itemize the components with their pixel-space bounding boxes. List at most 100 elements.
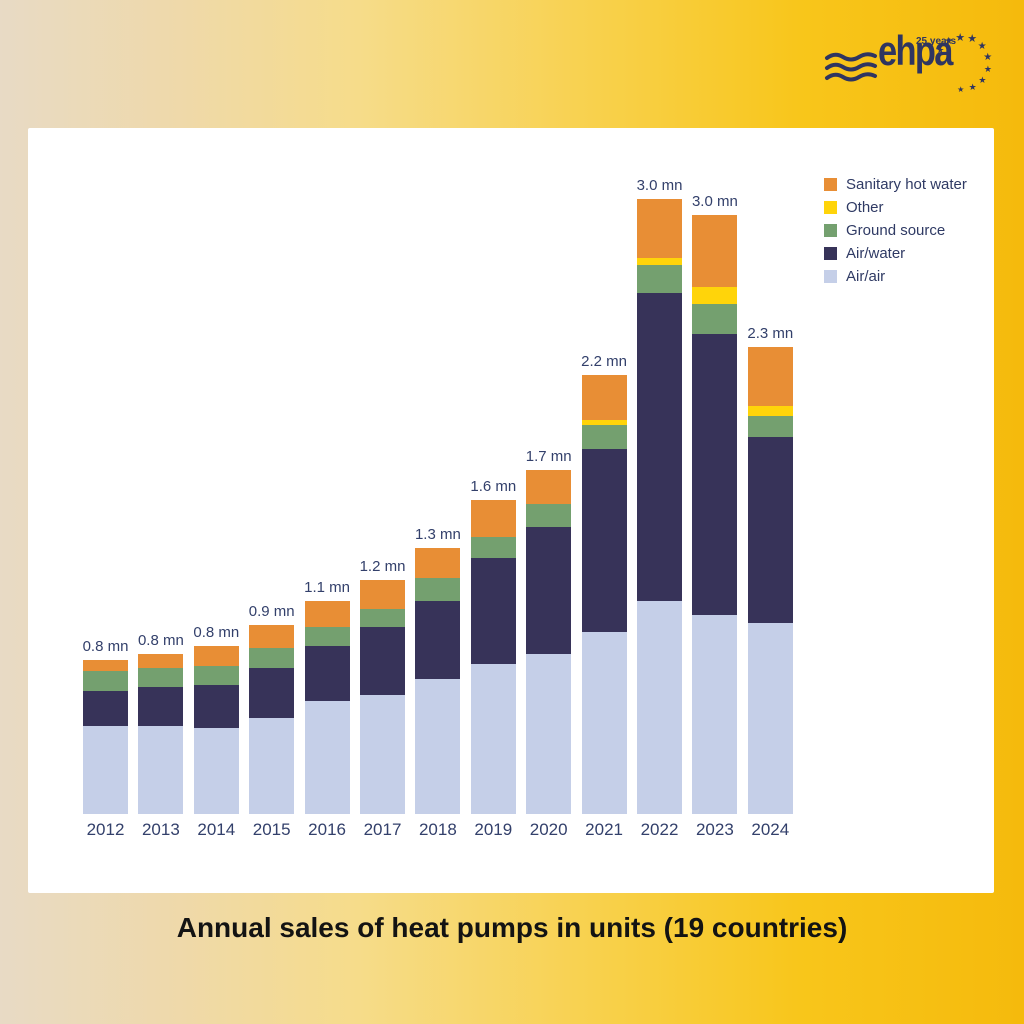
legend-swatch-icon [824, 270, 837, 283]
bar-segment-air-water [138, 686, 184, 726]
bar-total-label-2013: 0.8 mn [137, 632, 184, 650]
bar-segment-air-water [249, 668, 295, 718]
bar-segment-air-air [637, 600, 682, 814]
bar-segment-ground-source [692, 303, 738, 335]
bar-segment-air-air [470, 664, 516, 814]
bar-segment-air-water [470, 557, 516, 665]
x-axis-label-2014: 2014 [197, 820, 236, 839]
bar-segment-ground-source [304, 627, 350, 646]
bar-segment-other [692, 287, 738, 304]
bar-segment-ground-source [637, 264, 682, 294]
bar-total-label-2021: 2.2 mn [581, 353, 628, 371]
bar-segment-ground-source [249, 647, 295, 669]
x-axis-label-2020: 2020 [529, 820, 568, 839]
bar-segment-ground-source [526, 504, 572, 527]
bar-segment-sanitary-hot-water [304, 600, 350, 628]
legend-item-sanitary-hot-water: Sanitary hot water [824, 173, 967, 196]
x-axis-label-2021: 2021 [585, 820, 623, 839]
bar-segment-sanitary-hot-water [526, 469, 572, 505]
legend-label: Other [846, 199, 884, 216]
bar-segment-ground-source [747, 416, 793, 437]
bar-2016 [304, 600, 350, 814]
x-axis-label-2023: 2023 [695, 820, 734, 839]
bar-segment-other [581, 420, 627, 425]
bar-total-label-2019: 1.6 mn [470, 478, 517, 496]
legend-label: Air/air [846, 268, 886, 285]
bar-segment-ground-source [415, 578, 461, 601]
x-axis-label-2018: 2018 [418, 820, 457, 839]
bar-segment-air-water [747, 436, 793, 624]
bar-segment-sanitary-hot-water [249, 625, 295, 648]
chart-card: 0.8 mn 2012 0.8 mn 2013 0.8 mn 2014 0.9 mn 2015… [28, 128, 994, 893]
legend-swatch-icon [824, 224, 837, 237]
bar-segment-sanitary-hot-water [83, 660, 128, 671]
bar-segment-air-air [581, 631, 627, 814]
x-axis-label-2016: 2016 [308, 820, 346, 839]
chart-legend: Sanitary hot water Other Ground source Air/… [824, 173, 967, 288]
bar-2023 [692, 215, 738, 814]
bar-segment-sanitary-hot-water [692, 215, 738, 288]
star-icon: ★ [955, 31, 966, 44]
legend-swatch-icon [824, 247, 837, 260]
star-icon: ★ [978, 75, 987, 86]
bar-total-label-2017: 1.2 mn [359, 558, 406, 576]
bar-2018 [415, 547, 461, 814]
bar-total-label-2023: 3.0 mn [691, 193, 738, 211]
bar-segment-ground-source [83, 670, 128, 691]
bar-segment-air-water [415, 600, 461, 679]
bar-segment-air-air [360, 695, 405, 814]
bar-total-label-2022: 3.0 mn [636, 177, 683, 194]
legend-item-ground-source: Ground source [824, 219, 967, 242]
bar-total-label-2016: 1.1 mn [304, 578, 351, 596]
bar-segment-sanitary-hot-water [637, 199, 682, 259]
star-icon: ★ [967, 33, 978, 46]
x-axis-label-2013: 2013 [141, 820, 180, 839]
x-axis-label-2015: 2015 [252, 820, 291, 839]
legend-label: Ground source [846, 222, 946, 239]
bar-segment-air-air [415, 678, 461, 814]
bar-segment-air-water [83, 691, 128, 726]
bar-segment-ground-source [470, 537, 516, 558]
x-axis-label-2017: 2017 [363, 820, 402, 839]
bar-segment-sanitary-hot-water [470, 500, 516, 538]
bar-segment-air-water [526, 527, 572, 655]
bar-segment-air-water [193, 684, 239, 728]
bar-2012 [83, 660, 128, 814]
x-axis-label-2012: 2012 [86, 820, 125, 839]
bar-total-label-2020: 1.7 mn [525, 447, 572, 465]
logo-badge-text: 25 years [916, 36, 957, 47]
bar-2015 [249, 625, 295, 814]
bar-2019 [470, 500, 516, 814]
x-axis-label-2024: 2024 [751, 820, 790, 839]
bar-segment-air-water [360, 627, 405, 696]
bar-segment-air-air [193, 727, 239, 814]
x-axis-label-2022: 2022 [640, 820, 679, 839]
stacked-bar-chart: 0.8 mn 2012 0.8 mn 2013 0.8 mn 2014 0.9 mn 2015… [28, 128, 994, 893]
legend-label: Sanitary hot water [846, 176, 967, 193]
bar-2013 [138, 654, 184, 814]
bar-2024 [747, 346, 793, 814]
bar-segment-ground-source [360, 609, 405, 628]
bar-segment-air-water [581, 449, 627, 632]
bar-segment-ground-source [581, 424, 627, 450]
bar-total-label-2024: 2.3 mn [747, 324, 794, 342]
legend-swatch-icon [824, 178, 837, 191]
legend-swatch-icon [824, 201, 837, 214]
bar-segment-sanitary-hot-water [415, 547, 461, 579]
bar-2020 [526, 469, 572, 814]
star-icon: ★ [977, 40, 987, 52]
legend-label: Air/water [846, 245, 906, 262]
bar-segment-sanitary-hot-water [581, 375, 627, 421]
bar-segment-ground-source [193, 666, 239, 685]
bar-segment-sanitary-hot-water [360, 580, 405, 609]
bar-segment-sanitary-hot-water [138, 654, 184, 669]
bar-2022 [637, 199, 682, 814]
chart-title: Annual sales of heat pumps in units (19 … [176, 912, 848, 943]
x-axis-label-2019: 2019 [474, 820, 513, 839]
bar-segment-sanitary-hot-water [193, 645, 239, 667]
bar-2021 [581, 375, 627, 814]
bar-segment-air-water [637, 293, 682, 601]
legend-item-air-water: Air/water [824, 242, 967, 265]
bar-segment-other [747, 406, 793, 417]
bar-segment-air-air [304, 701, 350, 814]
